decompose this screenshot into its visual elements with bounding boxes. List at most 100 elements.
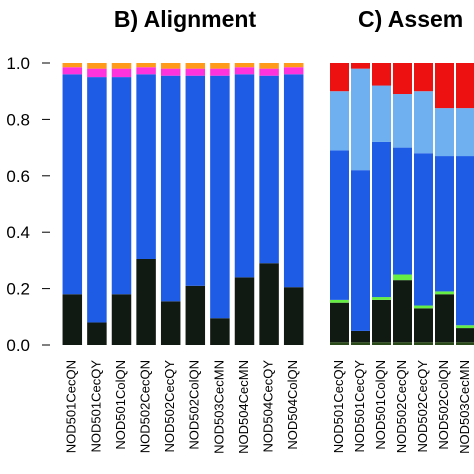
bar-segment [136, 258, 156, 345]
bar-segment [62, 63, 83, 68]
bar-segment [435, 63, 454, 109]
bar-segment [185, 75, 206, 286]
bar-segment [372, 63, 391, 86]
bar-segment [393, 63, 412, 95]
y-tick-label: 0.8 [6, 110, 30, 129]
bar-segment [372, 297, 391, 300]
bar-segment [62, 74, 83, 295]
bar-segment [234, 74, 255, 278]
x-tick-label: NOD502ColQN [187, 360, 202, 450]
bar-segment [62, 294, 83, 345]
bar-segment [136, 67, 156, 75]
y-tick-label: 1.0 [6, 54, 30, 73]
bar-segment [283, 67, 304, 75]
x-tick-label: NOD501CecQN [331, 360, 346, 453]
bar-segment [393, 274, 412, 281]
bar-segment [456, 328, 474, 343]
bar-segment [456, 156, 474, 326]
y-tick-label: 0.2 [6, 280, 30, 299]
bar-segment [87, 322, 107, 345]
bar-segment [414, 153, 433, 306]
bar-segment [111, 68, 132, 78]
bar-segment [111, 77, 132, 295]
bar-segment [393, 280, 412, 343]
bar-segment [283, 63, 304, 68]
y-tick-label: 0.0 [6, 336, 30, 355]
bar-segment [456, 108, 474, 157]
bar-segment [330, 302, 349, 343]
x-tick-label: NOD502CecQY [415, 360, 430, 453]
bar-segment [234, 63, 255, 68]
x-tick-label: NOD504ColQN [285, 360, 300, 450]
x-tick-label: NOD501CecQY [88, 360, 103, 453]
bar-segment [136, 74, 156, 259]
x-tick-label: NOD501CecQN [64, 360, 79, 453]
bar-segment [160, 75, 181, 302]
bar-segment [160, 68, 181, 76]
bar-segment [210, 318, 230, 345]
bar-segment [234, 67, 255, 75]
bar-segment [351, 342, 370, 345]
bar-segment [414, 63, 433, 92]
bar-segment [111, 294, 132, 345]
bar-segment [414, 308, 433, 343]
bar-segment [435, 291, 454, 295]
chart-title: C) Assem [358, 6, 463, 32]
bar-segment [210, 63, 230, 69]
bar-segment [283, 287, 304, 345]
bar-segment [62, 67, 83, 75]
bar-segment [393, 94, 412, 148]
x-tick-label: NOD503CecMN [211, 360, 226, 454]
x-tick-label: NOD502CecQY [162, 360, 177, 453]
bar-segment [351, 63, 370, 69]
bar-segment [435, 108, 454, 157]
y-tick-label: 0.6 [6, 167, 30, 186]
bar-segment [185, 68, 206, 76]
bar-segment [414, 91, 433, 154]
x-tick-label: NOD502ColQN [436, 360, 451, 450]
bar-segment [259, 68, 279, 76]
x-tick-label: NOD504CecQY [261, 360, 276, 453]
bar-segment [330, 342, 349, 345]
bar-segment [160, 63, 181, 69]
x-tick-label: NOD501ColQN [113, 360, 128, 450]
bar-segment [351, 330, 370, 343]
bar-segment [372, 85, 391, 142]
x-tick-label: NOD504CecMN [236, 360, 251, 454]
bar-segment [330, 299, 349, 303]
bar-segment [160, 301, 181, 345]
bar-segment [330, 63, 349, 92]
x-tick-label: NOD501CecQY [352, 360, 367, 453]
bar-segment [456, 325, 474, 329]
bar-segment [87, 68, 107, 78]
bar-segment [259, 63, 279, 69]
bar-segment [372, 299, 391, 343]
bar-segment [283, 74, 304, 288]
bar-segment [234, 277, 255, 345]
bar-segment [414, 305, 433, 309]
bar-segment [372, 141, 391, 298]
bar-segment [393, 342, 412, 345]
bar-segment [259, 75, 279, 264]
bar-segment [435, 342, 454, 345]
bar-segment [435, 156, 454, 292]
bar-segment [136, 63, 156, 68]
bar-segment [87, 63, 107, 69]
bar-segment [210, 68, 230, 76]
bar-segment [87, 77, 107, 323]
chart-title: B) Alignment [114, 6, 257, 32]
bar-segment [210, 75, 230, 319]
bar-segment [393, 147, 412, 275]
bar-segment [414, 342, 433, 345]
x-tick-label: NOD502CecQN [394, 360, 409, 453]
x-tick-label: NOD502CecQN [138, 360, 153, 453]
bar-segment [330, 91, 349, 151]
bar-segment [435, 294, 454, 343]
bar-segment [456, 342, 474, 345]
bar-segment [456, 63, 474, 109]
bar-segment [185, 285, 206, 345]
bar-segment [111, 63, 132, 69]
x-tick-label: NOD503CecMN [457, 360, 472, 454]
